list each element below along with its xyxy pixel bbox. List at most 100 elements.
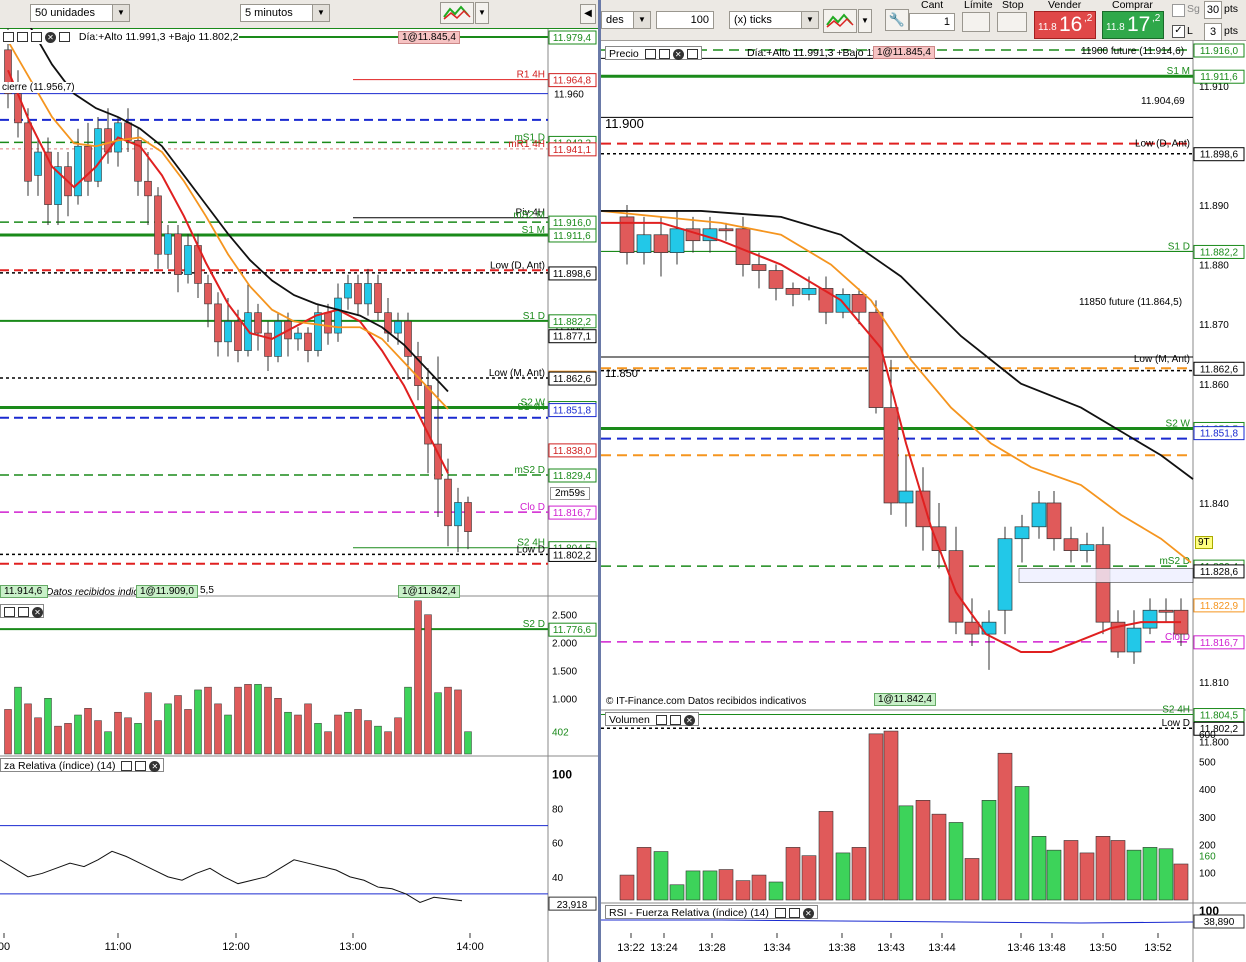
right-candle (915, 490, 931, 528)
left-order-tiny[interactable]: 11.914,6 (0, 585, 48, 598)
quantity-input-value: 1 (943, 16, 950, 28)
close-icon[interactable]: ✕ (802, 907, 814, 919)
buy-button[interactable]: 11.8 17 ,2 (1102, 11, 1164, 39)
chart-indicators-button[interactable] (823, 9, 857, 33)
left-volume-bar (124, 717, 132, 755)
right-order-bottom[interactable]: 1@11.842,4 (874, 693, 936, 706)
unit-select[interactable]: des ▼ (601, 11, 651, 29)
close-icon[interactable]: ✕ (32, 606, 43, 618)
right-volume-bar (915, 800, 931, 901)
ticks-unit-select[interactable]: (x) ticks ▼ (729, 11, 819, 29)
left-time-label: 00 (0, 941, 10, 953)
left-level-label: mS2 D (514, 465, 545, 476)
pin-icon[interactable] (3, 32, 14, 43)
left-countdown: 2m59s (550, 487, 590, 500)
left-order-bottom-left[interactable]: 1@11.909,0 (136, 585, 198, 598)
close-icon[interactable]: ✕ (45, 31, 56, 43)
close-icon[interactable]: ✕ (672, 48, 684, 60)
left-volume-bar (334, 714, 342, 755)
quantity-value: 50 unidades (35, 7, 95, 19)
left-candle (134, 140, 142, 182)
sell-label: Vender (1048, 0, 1082, 11)
close-icon[interactable]: ✕ (683, 714, 695, 726)
left-ma-black (29, 28, 449, 393)
right-volume-bar (785, 847, 801, 901)
left-volume-bar (264, 686, 272, 755)
window-icon[interactable] (788, 908, 800, 919)
sell-button[interactable]: 11.8 16 ,2 (1034, 11, 1096, 39)
right-price-chart[interactable]: S1 M Low (D, Ant) S1 D Low (M, Ant) S2 W mS2 … (601, 40, 1246, 962)
window-icon[interactable] (31, 32, 42, 43)
window-icon[interactable] (135, 761, 147, 772)
add-icon[interactable] (686, 49, 698, 60)
left-volume-bar (134, 723, 142, 755)
right-price-tag-box (1193, 635, 1245, 650)
left-order-top[interactable]: 1@11.845,4 (398, 31, 460, 44)
left-candle (344, 283, 352, 299)
right-price-tag-box (1193, 426, 1245, 441)
right-level-11850: 11.850 (605, 368, 638, 380)
wrench-icon[interactable] (655, 715, 667, 726)
right-price-tag: 11.916,0 (1200, 46, 1239, 57)
left-volume-bar (74, 714, 82, 755)
window-icon[interactable] (658, 49, 670, 60)
limit-order-button[interactable] (962, 12, 990, 32)
wrench-icon[interactable] (644, 49, 656, 60)
right-volume-bar (1079, 852, 1095, 901)
stop-order-button[interactable] (997, 12, 1027, 32)
chart-indicators-button[interactable] (440, 2, 474, 24)
wrench-icon[interactable] (774, 908, 786, 919)
chart-menu-button[interactable]: ▼ (475, 2, 489, 24)
left-price-tag: 11.816,7 (553, 508, 592, 519)
left-plot-bg (0, 28, 548, 596)
right-time-label: 13:48 (1038, 942, 1066, 954)
chart-menu-button[interactable]: ▼ (858, 9, 872, 33)
left-volume-bar (24, 703, 32, 755)
timeframe-select[interactable]: 5 minutos ▼ (240, 4, 330, 22)
wrench-icon[interactable] (4, 607, 15, 618)
window-icon[interactable] (18, 607, 29, 618)
wrench-icon[interactable] (121, 761, 133, 772)
right-volume-bar (1110, 840, 1126, 901)
l-value[interactable]: 3 (1204, 23, 1222, 41)
left-order-bottom[interactable]: 1@11.842,4 (398, 585, 460, 598)
right-volume-title: Volumen (609, 714, 650, 726)
left-price-tag-box (548, 314, 597, 329)
wrench-button[interactable]: 🔧 (885, 9, 909, 31)
right-chart-area[interactable]: S1 M Low (D, Ant) S1 D Low (M, Ant) S2 W mS2 … (601, 40, 1246, 962)
right-volume-bar (735, 880, 751, 901)
add-icon[interactable] (59, 32, 70, 43)
right-order-top[interactable]: 1@11.845,4 (873, 46, 935, 59)
ticks-value-input[interactable]: 100 (656, 11, 714, 29)
right-day-high-low: Día:+Alto 11.991,3 +Bajo 11.802,2 (747, 47, 907, 59)
left-volume-bar (4, 709, 12, 755)
sg-checkbox[interactable] (1172, 4, 1185, 17)
right-volume-bar (1095, 836, 1111, 901)
close-icon[interactable]: ✕ (149, 760, 161, 772)
sg-value[interactable]: 30 (1204, 1, 1222, 19)
left-chart-header: ✕ Día:+Alto 11.991,3 +Bajo 11.802,2 (0, 30, 239, 44)
left-volume-bar (374, 725, 382, 755)
wrench-icon[interactable] (17, 32, 28, 43)
right-volume-bar (702, 870, 718, 901)
right-volume-header: Volumen ✕ (605, 712, 699, 726)
left-price-tag-box (548, 505, 597, 520)
right-candle (785, 288, 801, 295)
left-price-tag: 11.838,0 (553, 446, 592, 457)
collapse-panel-button[interactable]: ◀ (580, 4, 596, 24)
right-price-axis-label: 11.800 (1199, 737, 1229, 748)
right-time-label: 13:28 (698, 942, 726, 954)
l-checkbox[interactable]: ✓ (1172, 25, 1185, 38)
panel-splitter[interactable] (598, 0, 601, 962)
left-time-label: 11:00 (105, 941, 132, 953)
left-rsi-header: za Relativa (índice) (14) ✕ (0, 758, 165, 772)
window-icon[interactable] (669, 715, 681, 726)
right-volume-bar (685, 870, 701, 901)
quantity-input[interactable]: 1 (909, 13, 955, 31)
right-candle (1142, 609, 1158, 629)
quantity-select[interactable]: 50 unidades ▼ (30, 4, 130, 22)
left-candle (464, 502, 472, 532)
right-ma-black (601, 210, 1194, 480)
